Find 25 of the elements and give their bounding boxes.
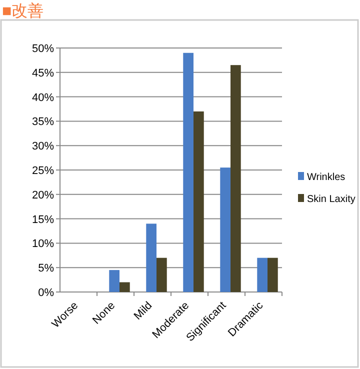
legend-label: Wrinkles [307,172,346,183]
bar [109,270,120,292]
y-tick-label: 10% [32,238,54,250]
bar [268,258,278,292]
title: ■改善 [2,3,44,20]
y-tick-label: 45% [32,67,54,80]
y-tick-label: 0% [38,287,54,299]
y-tick-label: 20% [32,189,54,202]
y-tick-label: 25% [32,165,54,177]
bar [230,65,241,292]
y-tick-label: 50% [32,43,54,55]
bar [220,168,230,292]
bar [257,258,268,292]
y-tick-label: 35% [32,116,54,128]
bar [194,111,204,292]
bar [183,52,194,292]
x-tick-label: Mild [132,300,155,322]
bar [120,282,130,292]
y-tick-label: 30% [32,140,54,153]
bar [146,224,156,292]
bar [156,258,167,292]
legend-label: Skin Laxity [307,194,356,205]
y-tick-label: 40% [32,92,54,104]
y-tick-label: 5% [38,262,54,275]
y-tick-label: 15% [32,214,54,226]
